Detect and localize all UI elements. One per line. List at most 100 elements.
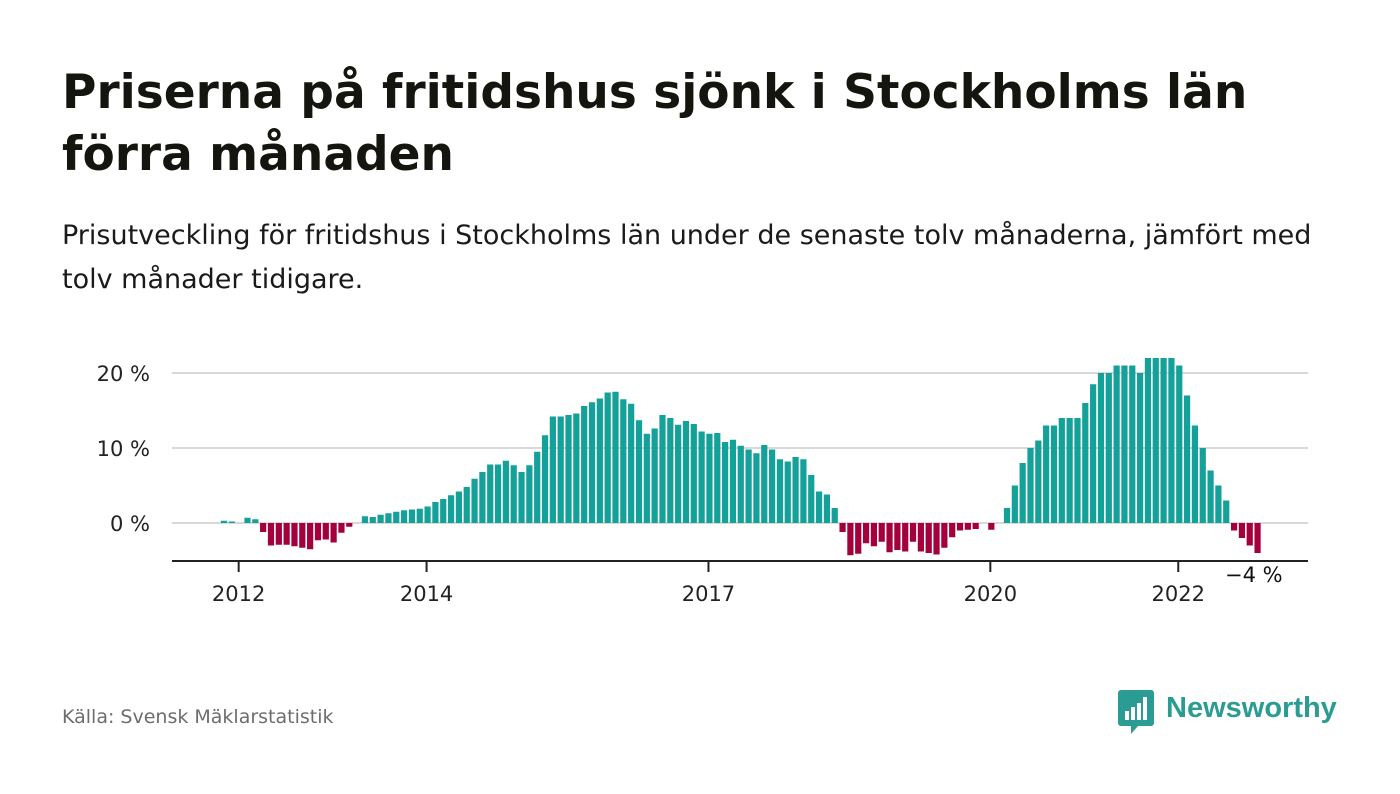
bar: [808, 475, 815, 523]
bar: [831, 508, 838, 523]
bar: [1019, 463, 1026, 523]
bar: [604, 392, 611, 523]
bar: [408, 509, 416, 523]
source-note: Källa: Svensk Mäklarstatistik: [62, 706, 334, 728]
bar: [933, 523, 940, 555]
bar: [643, 433, 650, 523]
bar: [917, 523, 924, 552]
newsworthy-logo: Newsworthy: [1118, 690, 1337, 736]
bar: [526, 465, 533, 523]
bar: [1191, 425, 1199, 523]
bar: [925, 523, 932, 553]
bar: [1254, 523, 1261, 553]
bar: [1230, 523, 1238, 531]
bar: [651, 428, 658, 523]
bar: [722, 442, 729, 523]
bar: [1121, 365, 1128, 523]
bar: [596, 398, 603, 523]
x-axis-ticks: 2012 2014 2017 2020 2022: [212, 561, 1205, 606]
bar: [714, 433, 721, 523]
bar: [1066, 418, 1073, 523]
bar: [424, 506, 431, 523]
bar: [338, 523, 345, 533]
bar: [823, 494, 831, 523]
bar: [1035, 440, 1042, 523]
bar: [745, 449, 752, 523]
last-value-annotation: −4 %: [1225, 563, 1283, 587]
bar: [549, 416, 556, 523]
bar: [1144, 358, 1152, 523]
bar: [1137, 373, 1144, 523]
bar: [839, 523, 846, 532]
bar: [557, 416, 564, 523]
bar: [1105, 373, 1112, 523]
bar: [988, 523, 995, 530]
bar: [1199, 448, 1206, 523]
bar: [228, 521, 235, 523]
bar: [949, 523, 956, 538]
bar: [1082, 403, 1089, 523]
y-axis-ticks: 0 % 10 % 20 %: [97, 362, 150, 536]
bar: [1090, 384, 1097, 523]
bar: [941, 523, 948, 548]
bar: [1074, 418, 1081, 523]
bar: [369, 517, 376, 523]
bar: [737, 445, 744, 523]
bar: [299, 523, 306, 548]
bar: [260, 523, 267, 532]
bar: [784, 461, 791, 523]
bar: [894, 523, 901, 550]
bar: [964, 523, 971, 530]
bar: [314, 523, 322, 541]
y-tick-label: 0 %: [110, 512, 150, 536]
bar: [361, 516, 369, 523]
bar: [612, 391, 619, 523]
bar: [330, 523, 337, 543]
bar: [252, 519, 259, 523]
bar: [862, 523, 870, 544]
bar: [440, 499, 447, 523]
bar: [510, 465, 517, 523]
bar: [800, 459, 807, 523]
x-tick-label: 2020: [964, 582, 1017, 606]
x-tick-label: 2012: [212, 582, 265, 606]
bar: [706, 433, 713, 523]
bar: [776, 459, 784, 523]
bar: [220, 520, 228, 523]
bar: [1050, 425, 1058, 523]
bar: [729, 439, 737, 523]
bar: [518, 472, 525, 523]
bar: [322, 523, 329, 540]
bar: [1027, 448, 1034, 523]
bar: [1152, 358, 1159, 523]
bar: [346, 523, 353, 527]
bar: [753, 453, 760, 523]
bar: [1113, 365, 1120, 523]
bar: [447, 495, 455, 523]
bar: [1168, 358, 1175, 523]
bar: [769, 449, 776, 523]
bar: [1011, 485, 1018, 523]
bar: [1160, 358, 1167, 523]
bar: [1183, 395, 1191, 523]
bar: [690, 424, 697, 523]
bar: [956, 523, 964, 531]
bar: [628, 403, 635, 523]
bar: [307, 523, 314, 550]
bar: [385, 513, 392, 523]
x-tick-label: 2014: [400, 582, 453, 606]
bar: [1223, 500, 1230, 523]
chart-title: Priserna på fritidshus sjönk i Stockholm…: [62, 65, 1248, 182]
bar: [494, 464, 502, 523]
y-tick-label: 10 %: [97, 437, 150, 461]
bar: [886, 523, 893, 553]
bar: [588, 402, 596, 523]
bar: [675, 424, 682, 523]
bar: [534, 451, 541, 523]
bar: [902, 523, 909, 552]
bar: [1207, 470, 1214, 523]
bar: [1215, 485, 1222, 523]
bar-series: [220, 358, 1261, 556]
bar: [1246, 523, 1253, 546]
bar: [291, 523, 298, 547]
